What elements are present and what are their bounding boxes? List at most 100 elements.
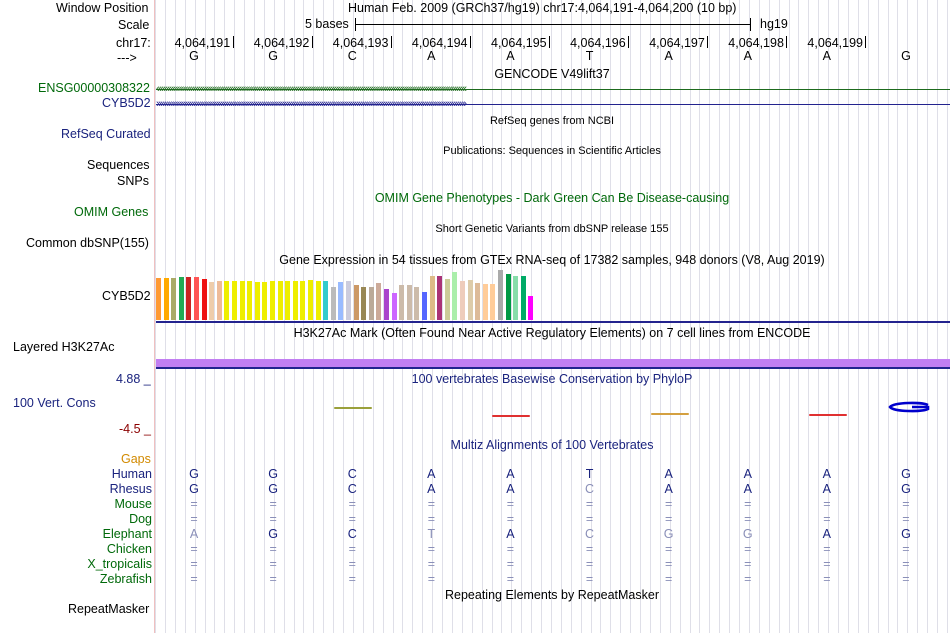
alignment-base[interactable]: = xyxy=(506,542,515,556)
alignment-base[interactable]: G xyxy=(901,467,911,481)
gtex-tissue-bar[interactable] xyxy=(316,281,321,320)
gtex-tissue-bar[interactable] xyxy=(308,280,313,320)
alignment-base[interactable]: = xyxy=(190,572,198,586)
species-label-mouse[interactable]: Mouse xyxy=(114,497,152,511)
alignment-base[interactable]: = xyxy=(664,557,673,571)
alignment-base[interactable]: = xyxy=(585,512,594,526)
alignment-base[interactable]: = xyxy=(506,572,515,586)
dbsnp-track-label[interactable]: Common dbSNP(155) xyxy=(26,236,149,250)
gtex-track-label[interactable]: CYB5D2 xyxy=(102,289,151,303)
gtex-tissue-bar[interactable] xyxy=(422,292,427,320)
gtex-tissue-bar[interactable] xyxy=(475,283,480,320)
alignment-base[interactable]: A xyxy=(743,482,752,496)
alignment-base[interactable]: A xyxy=(506,482,515,496)
alignment-base[interactable]: = xyxy=(585,557,594,571)
alignment-base[interactable]: = xyxy=(427,572,435,586)
alignment-base[interactable]: = xyxy=(190,512,198,526)
gtex-tissue-bar[interactable] xyxy=(384,289,389,320)
alignment-base[interactable]: = xyxy=(664,497,673,511)
gtex-tissue-bar[interactable] xyxy=(240,281,245,320)
gtex-tissue-bar[interactable] xyxy=(224,281,229,320)
alignment-base[interactable]: = xyxy=(269,512,277,526)
gtex-tissue-bar[interactable] xyxy=(270,281,275,320)
alignment-base[interactable]: = xyxy=(823,572,831,586)
gtex-tissue-bar[interactable] xyxy=(490,284,495,320)
gtex-tissue-bar[interactable] xyxy=(361,287,366,320)
alignment-base[interactable]: = xyxy=(902,572,910,586)
alignment-base[interactable]: = xyxy=(506,557,515,571)
alignment-base[interactable]: A xyxy=(664,467,673,481)
alignment-base[interactable]: G xyxy=(189,467,199,481)
alignment-base[interactable]: G xyxy=(901,527,911,541)
alignment-base[interactable]: A xyxy=(427,482,436,496)
alignment-base[interactable]: = xyxy=(744,542,752,556)
ensg-track-label[interactable]: ENSG00000308322 xyxy=(38,81,150,95)
gtex-tissue-bar[interactable] xyxy=(331,287,336,320)
gtex-tissue-bar[interactable] xyxy=(247,281,252,320)
alignment-base[interactable]: = xyxy=(585,497,594,511)
alignment-base[interactable]: = xyxy=(427,497,435,511)
gtex-tissue-bar[interactable] xyxy=(513,276,518,320)
alignment-base[interactable]: = xyxy=(190,542,198,556)
alignment-base[interactable]: T xyxy=(427,527,436,541)
gtex-tissue-bar[interactable] xyxy=(521,276,526,320)
alignment-base[interactable]: = xyxy=(427,542,435,556)
alignment-base[interactable]: C xyxy=(585,527,595,541)
species-label-chicken[interactable]: Chicken xyxy=(106,542,152,556)
alignment-base[interactable]: = xyxy=(823,512,831,526)
h3k27ac-signal[interactable] xyxy=(156,359,950,367)
alignment-base[interactable]: = xyxy=(823,497,831,511)
alignment-base[interactable]: G xyxy=(268,482,279,496)
alignment-base[interactable]: G xyxy=(189,482,199,496)
alignment-base[interactable]: = xyxy=(427,557,435,571)
gtex-tissue-bar[interactable] xyxy=(445,279,450,320)
gtex-tissue-bar[interactable] xyxy=(452,272,457,320)
alignment-base[interactable]: = xyxy=(585,542,594,556)
alignment-base[interactable]: = xyxy=(744,512,752,526)
alignment-base[interactable]: G xyxy=(663,527,674,541)
gtex-tissue-bar[interactable] xyxy=(338,282,343,320)
alignment-base[interactable]: T xyxy=(585,467,594,481)
alignment-base[interactable]: = xyxy=(427,512,435,526)
alignment-base[interactable]: G xyxy=(901,482,911,496)
gtex-tissue-bar[interactable] xyxy=(194,277,199,320)
alignment-base[interactable]: = xyxy=(190,497,198,511)
alignment-base[interactable]: = xyxy=(269,572,277,586)
alignment-base[interactable]: = xyxy=(902,497,910,511)
gtex-tissue-bar[interactable] xyxy=(156,278,161,320)
gtex-tissue-bar[interactable] xyxy=(498,270,503,320)
alignment-base[interactable]: C xyxy=(347,467,357,481)
alignment-base[interactable]: = xyxy=(823,557,831,571)
gtex-tissue-bar[interactable] xyxy=(528,296,533,320)
alignment-base[interactable]: C xyxy=(347,527,357,541)
gtex-tissue-bar[interactable] xyxy=(262,282,267,320)
refseq-track-label[interactable]: RefSeq Curated xyxy=(61,127,151,141)
gtex-tissue-bar[interactable] xyxy=(468,280,473,320)
alignment-base[interactable]: = xyxy=(506,497,515,511)
conservation-mark[interactable] xyxy=(334,407,373,409)
species-label-human[interactable]: Human xyxy=(111,467,152,481)
omim-track-label[interactable]: OMIM Genes xyxy=(74,205,149,219)
gtex-tissue-bar[interactable] xyxy=(217,281,222,320)
gtex-tissue-bar[interactable] xyxy=(437,276,442,320)
alignment-base[interactable]: = xyxy=(269,542,277,556)
alignment-base[interactable]: A xyxy=(822,482,832,496)
conservation-mark[interactable] xyxy=(492,415,531,417)
conservation-signal[interactable] xyxy=(156,395,950,425)
gtex-tissue-bar[interactable] xyxy=(392,293,397,320)
alignment-base[interactable]: C xyxy=(347,482,357,496)
gtex-tissue-bar[interactable] xyxy=(483,284,488,320)
alignment-base[interactable]: C xyxy=(585,482,595,496)
gtex-tissue-bar[interactable] xyxy=(285,281,290,320)
gtex-tissue-bar[interactable] xyxy=(506,274,511,320)
gtex-tissue-bar[interactable] xyxy=(164,278,169,320)
alignment-base[interactable]: A xyxy=(506,467,515,481)
gtex-tissue-bar[interactable] xyxy=(300,281,305,320)
gtex-tissue-bar[interactable] xyxy=(171,278,176,320)
gtex-tissue-bar[interactable] xyxy=(460,281,465,320)
alignment-base[interactable]: = xyxy=(823,542,831,556)
species-label-zebrafish[interactable]: Zebrafish xyxy=(99,572,152,586)
alignment-base[interactable]: G xyxy=(742,527,753,541)
alignment-base[interactable]: A xyxy=(664,482,673,496)
alignment-base[interactable]: A xyxy=(506,527,515,541)
